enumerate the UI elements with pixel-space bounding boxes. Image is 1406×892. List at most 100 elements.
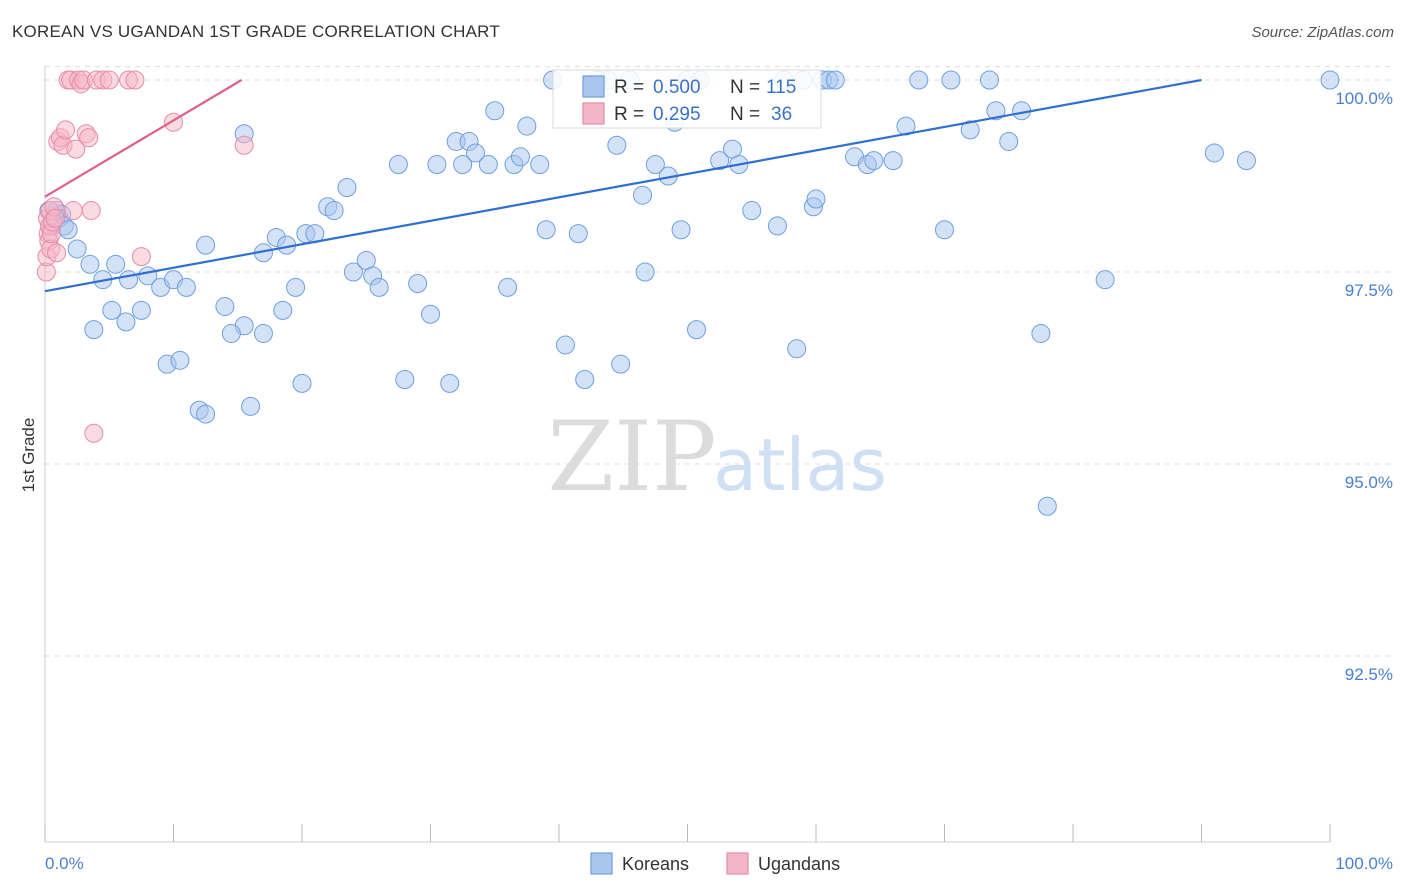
korean-point [369, 277, 389, 297]
korean-point [1095, 270, 1115, 290]
watermark-atlas: atlas [713, 423, 887, 507]
korean-point [607, 135, 627, 155]
korean-point [215, 297, 235, 317]
korean-point [568, 224, 588, 244]
korean-point [787, 339, 807, 359]
korean-point [116, 312, 136, 332]
korean-point [343, 262, 363, 282]
legend-r-value-ugandans: 0.295 [653, 104, 701, 125]
ugandan-point [56, 120, 76, 140]
korean-point [575, 370, 595, 390]
korean-point [645, 154, 665, 174]
korean-point [453, 154, 473, 174]
korean-point [170, 350, 190, 370]
ugandan-point [66, 139, 86, 159]
korean-point [935, 220, 954, 240]
korean-point [395, 370, 415, 390]
ugandan-point [63, 201, 83, 221]
koreans-trend-line [44, 78, 1202, 293]
source-credit: Source: ZipAtlas.com [1251, 24, 1394, 41]
y-tick-label: 97.5% [1345, 281, 1393, 300]
legend-swatch-ugandans [582, 102, 605, 125]
korean-point [106, 254, 126, 274]
ugandan-point [84, 423, 104, 443]
korean-point [611, 354, 631, 374]
korean-point [478, 154, 498, 174]
korean-point [555, 335, 575, 355]
korean-point [941, 70, 961, 90]
legend-box: R = 0.500 N = 115 R = 0.295 N = 36 [552, 69, 822, 129]
korean-point [427, 154, 447, 174]
trend-lines [44, 78, 1202, 293]
legend-r-label-ugandans: R = [614, 104, 649, 125]
ugandans-trend-line [44, 79, 243, 198]
korean-point [806, 189, 826, 209]
axes: 92.5% 95.0% 97.5% 100.0% 0.0% 100.0% [44, 66, 1393, 873]
y-tick-label: 92.5% [1345, 665, 1393, 684]
legend-r-label-koreans: R = [614, 77, 649, 98]
korean-point [102, 300, 122, 320]
ugandan-point [79, 128, 99, 148]
korean-point [286, 277, 306, 297]
y-tick-label: 95.0% [1345, 473, 1393, 492]
ugandan-point [234, 135, 254, 155]
korean-point [767, 216, 787, 236]
ugandan-point [81, 201, 101, 221]
korean-point [517, 116, 537, 136]
korean-point [241, 396, 261, 416]
korean-point [633, 185, 653, 205]
korean-point [883, 151, 903, 171]
korean-point [536, 220, 556, 240]
ugandan-point [99, 70, 119, 90]
x-tick-label-min: 0.0% [45, 854, 84, 873]
korean-point [686, 320, 706, 340]
legend-n-label-ugandans: N = [730, 104, 765, 125]
data-points [36, 70, 1340, 516]
korean-point [221, 323, 241, 343]
watermark-zip: ZIP [547, 401, 716, 513]
korean-point [1031, 323, 1051, 343]
x-tick-label-max: 100.0% [1335, 854, 1393, 873]
korean-point [909, 70, 929, 90]
korean-point [440, 373, 460, 393]
bottom-legend-swatch-ugandans [726, 852, 749, 875]
korean-point [1236, 151, 1256, 171]
korean-point [960, 120, 980, 140]
korean-point [131, 300, 151, 320]
y-tick-label: 100.0% [1335, 89, 1393, 108]
korean-point [742, 201, 762, 221]
ugandan-point [47, 243, 67, 263]
korean-point [1320, 70, 1340, 90]
y-axis-label: 1st Grade [19, 418, 38, 493]
korean-point [421, 304, 440, 324]
korean-point [196, 235, 216, 255]
korean-point [176, 277, 196, 297]
bottom-legend-koreans: Koreans [622, 854, 689, 874]
legend-n-value-ugandans: 36 [771, 104, 792, 125]
legend-r-value-koreans: 0.500 [653, 77, 701, 98]
korean-point [388, 154, 408, 174]
korean-point [999, 131, 1019, 151]
ugandan-point [45, 208, 65, 228]
korean-point [986, 101, 1006, 121]
korean-point [408, 274, 428, 294]
korean-point [292, 373, 312, 393]
chart-title: KOREAN VS UGANDAN 1ST GRADE CORRELATION … [12, 22, 500, 41]
korean-point [1037, 496, 1057, 516]
bottom-legend-swatch-koreans [590, 852, 613, 875]
korean-point [324, 201, 344, 221]
korean-point [530, 154, 550, 174]
korean-point [635, 262, 655, 282]
korean-point [485, 101, 505, 121]
watermark: ZIP atlas [547, 401, 887, 513]
korean-point [337, 178, 357, 198]
korean-point [979, 70, 999, 90]
korean-point [510, 147, 530, 167]
legend-swatch-koreans [582, 75, 605, 98]
korean-point [253, 323, 273, 343]
korean-point [498, 277, 518, 297]
bottom-legend: Koreans Ugandans [590, 852, 840, 875]
korean-point [196, 404, 216, 424]
legend-n-value-koreans: 115 [766, 77, 796, 98]
